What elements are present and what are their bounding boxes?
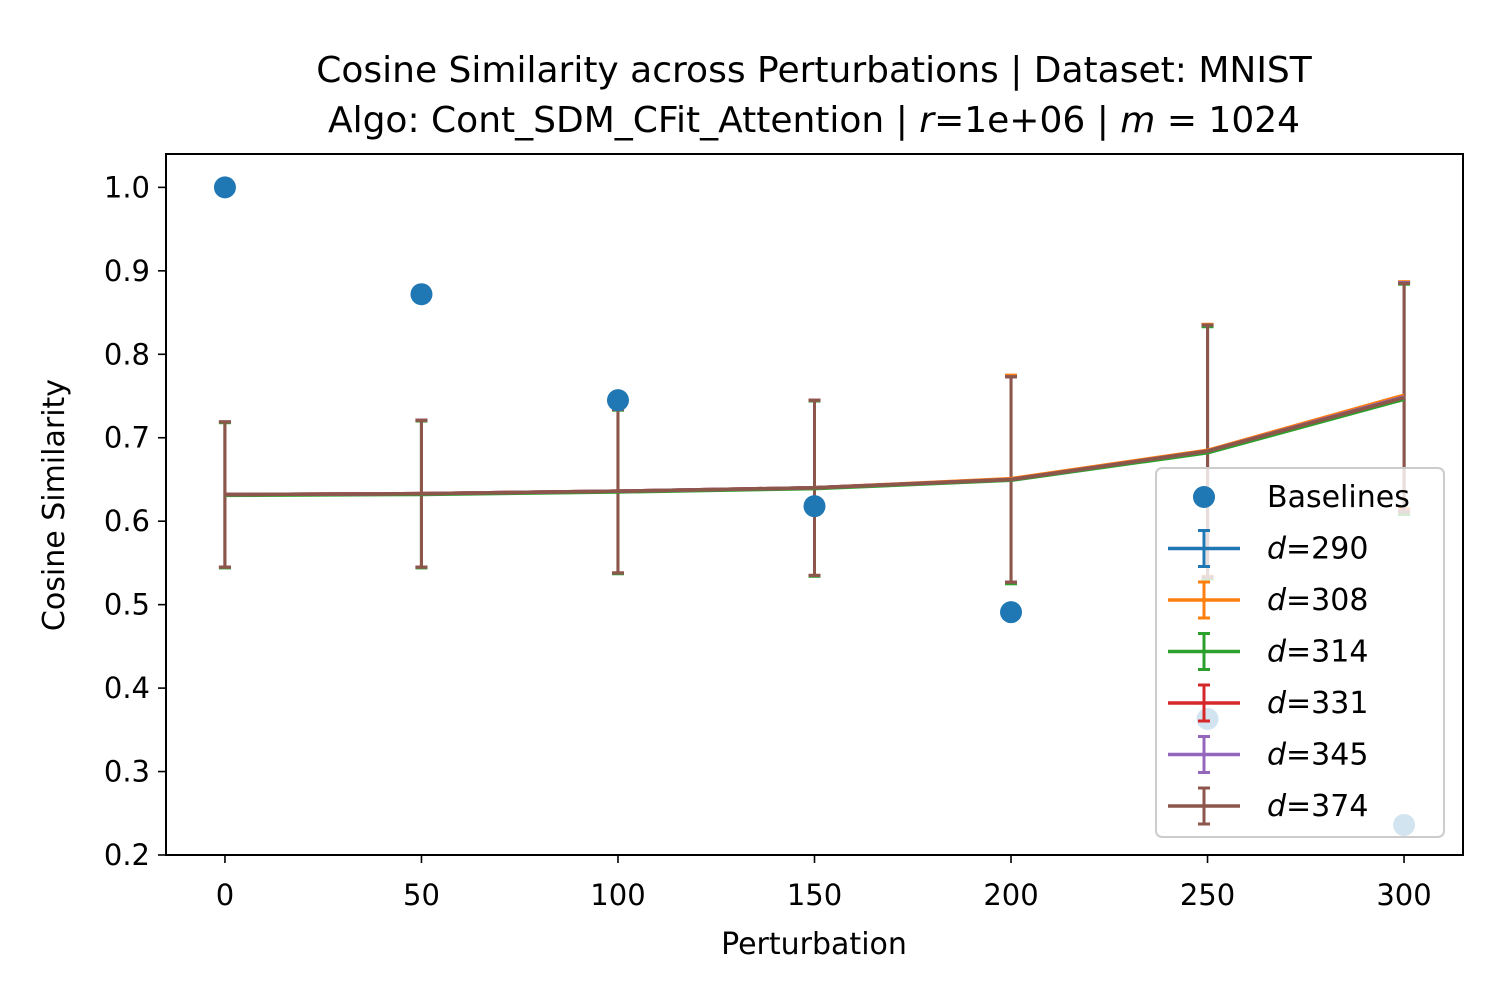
y-tick-label: 0.3 <box>104 755 150 789</box>
title-r-symbol: r <box>919 100 936 141</box>
legend-entry-series: d=374 <box>1168 786 1368 826</box>
legend-marker-baselines <box>1193 486 1215 508</box>
baseline-point <box>606 389 629 412</box>
baseline-point <box>410 283 433 306</box>
legend-label-value: =374 <box>1286 789 1368 824</box>
legend-label-symbol: d <box>1267 532 1287 567</box>
y-axis-ticks: 0.2 0.3 0.4 0.5 0.6 0.7 0.8 0.9 1.0 <box>104 170 166 872</box>
x-tick-label: 300 <box>1376 878 1431 912</box>
x-tick-label: 100 <box>590 878 645 912</box>
chart-title-line1: Cosine Similarity across Perturbations |… <box>316 50 1313 91</box>
x-tick-label: 0 <box>216 878 234 912</box>
baseline-point <box>213 176 236 199</box>
title-algo-text: Algo: Cont_SDM_CFit_Attention | <box>328 100 919 141</box>
y-axis-label: Cosine Similarity <box>37 379 72 631</box>
legend-label: d=374 <box>1267 789 1368 824</box>
x-tick-label: 200 <box>983 878 1038 912</box>
x-tick-label: 250 <box>1180 878 1235 912</box>
baseline-point <box>1000 601 1023 624</box>
legend-label: d=345 <box>1267 738 1368 773</box>
legend-label-value: =308 <box>1286 583 1368 618</box>
legend-label-symbol: d <box>1267 789 1287 824</box>
baseline-point <box>803 495 826 518</box>
legend-label-value: =290 <box>1286 532 1368 567</box>
legend-label-symbol: d <box>1267 686 1287 721</box>
title-m-symbol: m <box>1120 100 1155 141</box>
title-m-value: = 1024 <box>1155 100 1300 141</box>
legend-label: d=314 <box>1267 635 1368 670</box>
y-tick-label: 0.9 <box>104 254 150 288</box>
legend-entry-baselines: Baselines <box>1193 480 1410 515</box>
legend-label: d=290 <box>1267 532 1368 567</box>
y-tick-label: 0.5 <box>104 588 150 622</box>
y-tick-label: 0.2 <box>104 838 150 872</box>
legend-entry-series: d=314 <box>1168 632 1368 671</box>
x-axis-label: Perturbation <box>721 927 907 962</box>
legend-label-symbol: d <box>1267 635 1287 670</box>
y-tick-label: 1.0 <box>104 170 150 204</box>
y-tick-label: 0.6 <box>104 504 150 538</box>
y-tick-label: 0.4 <box>104 671 150 705</box>
legend-label-value: =345 <box>1286 738 1368 773</box>
chart-title-line2: Algo: Cont_SDM_CFit_Attention | r=1e+06 … <box>328 100 1300 141</box>
series-line <box>224 395 1405 497</box>
legend-label-value: =331 <box>1286 686 1368 721</box>
y-tick-label: 0.8 <box>104 337 150 371</box>
legend-entry-series: d=331 <box>1168 683 1368 723</box>
series-lines <box>224 393 1405 498</box>
legend-label-value: =314 <box>1286 635 1368 670</box>
x-axis-ticks: 0 50 100 150 200 250 300 <box>216 855 1432 912</box>
legend-label: d=331 <box>1267 686 1368 721</box>
legend-label-symbol: d <box>1267 583 1287 618</box>
x-tick-label: 50 <box>403 878 440 912</box>
legend-label-symbol: d <box>1267 738 1287 773</box>
legend-label: d=308 <box>1267 583 1368 618</box>
legend-box <box>1155 467 1445 838</box>
legend-entry-series: d=290 <box>1168 529 1368 568</box>
legend-entry-series: d=345 <box>1168 735 1368 774</box>
y-tick-label: 0.7 <box>104 421 150 455</box>
legend-entry-series: d=308 <box>1168 580 1368 620</box>
title-r-value: =1e+06 | <box>934 100 1120 141</box>
x-tick-label: 150 <box>787 878 842 912</box>
legend-label-baselines: Baselines <box>1267 480 1410 515</box>
